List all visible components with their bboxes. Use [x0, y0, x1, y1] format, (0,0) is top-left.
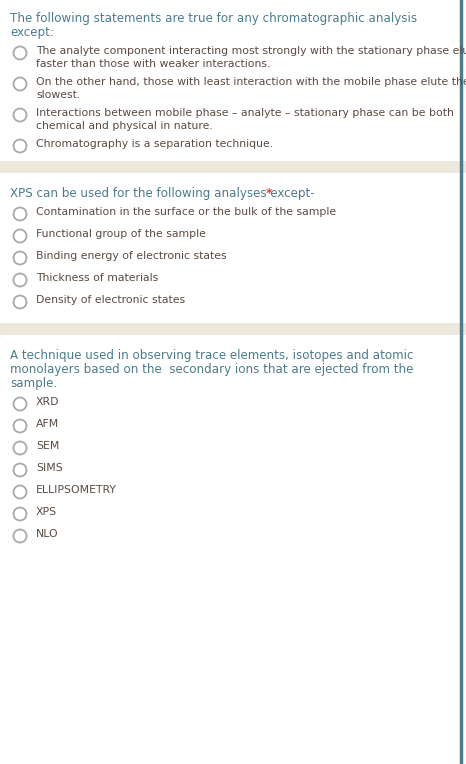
Text: chemical and physical in nature.: chemical and physical in nature. [36, 121, 213, 131]
Text: XPS: XPS [36, 507, 57, 517]
Text: *: * [262, 187, 273, 200]
Text: sample.: sample. [10, 377, 57, 390]
Text: slowest.: slowest. [36, 90, 80, 100]
Text: On the other hand, those with least interaction with the mobile phase elute the: On the other hand, those with least inte… [36, 77, 466, 87]
Bar [0, 161, 466, 173]
Text: XRD: XRD [36, 397, 60, 407]
Text: Thickness of materials: Thickness of materials [36, 273, 158, 283]
Text: XPS can be used for the following analyses except-: XPS can be used for the following analys… [10, 187, 315, 200]
Text: Binding energy of electronic states: Binding energy of electronic states [36, 251, 226, 261]
Text: Chromatography is a separation technique.: Chromatography is a separation technique… [36, 139, 273, 149]
Text: Contamination in the surface or the bulk of the sample: Contamination in the surface or the bulk… [36, 207, 336, 217]
Bar [0, 323, 466, 335]
Text: The following statements are true for any chromatographic analysis: The following statements are true for an… [10, 12, 417, 25]
Text: AFM: AFM [36, 419, 59, 429]
Text: SIMS: SIMS [36, 463, 63, 473]
Text: monolayers based on the  secondary ions that are ejected from the: monolayers based on the secondary ions t… [10, 363, 413, 376]
Text: faster than those with weaker interactions.: faster than those with weaker interactio… [36, 59, 270, 69]
Text: NLO: NLO [36, 529, 59, 539]
Text: except:: except: [10, 26, 54, 39]
Text: ELLIPSOMETRY: ELLIPSOMETRY [36, 485, 117, 495]
Text: Interactions between mobile phase – analyte – stationary phase can be both: Interactions between mobile phase – anal… [36, 108, 454, 118]
Text: A technique used in observing trace elements, isotopes and atomic: A technique used in observing trace elem… [10, 349, 413, 362]
Text: Functional group of the sample: Functional group of the sample [36, 229, 206, 239]
Text: SEM: SEM [36, 441, 59, 451]
Text: Density of electronic states: Density of electronic states [36, 295, 185, 305]
Text: The analyte component interacting most strongly with the stationary phase elute: The analyte component interacting most s… [36, 46, 466, 56]
